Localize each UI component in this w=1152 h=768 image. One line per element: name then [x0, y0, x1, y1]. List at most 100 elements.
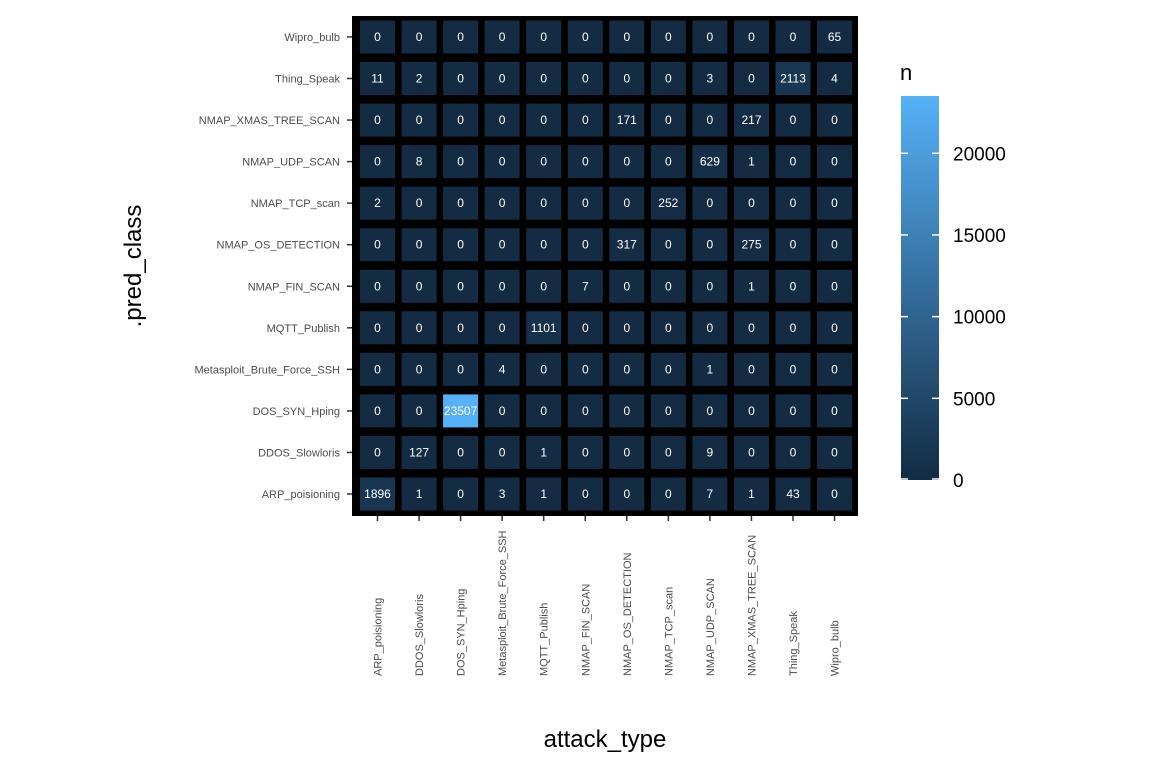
heatmap-cell [401, 435, 437, 469]
heatmap-cell [567, 394, 603, 428]
heatmap-cell [650, 145, 686, 179]
cell-value-label: 0 [748, 321, 755, 335]
heatmap-cell [401, 186, 437, 220]
heatmap-cell [526, 352, 562, 386]
y-tick-label: NMAP_UDP_SCAN [242, 157, 340, 169]
cell-value-label: 0 [707, 196, 714, 210]
heatmap-cell [775, 477, 811, 511]
cell-value-label: 0 [831, 238, 838, 252]
cell-value-label: 0 [499, 196, 506, 210]
cell-value-label: 0 [831, 321, 838, 335]
cell-value-label: 0 [748, 404, 755, 418]
x-tick-label: NMAP_UDP_SCAN [705, 578, 717, 676]
cell-value-label: 0 [790, 404, 797, 418]
cell-value-label: 0 [665, 362, 672, 376]
heatmap-cell [609, 311, 645, 345]
cell-value-label: 0 [374, 238, 381, 252]
heatmap-cell [817, 477, 852, 511]
heatmap-cell [775, 62, 811, 95]
y-tick-label: NMAP_XMAS_TREE_SCAN [199, 115, 340, 127]
heatmap-cell [360, 269, 395, 303]
cell-value-label: 0 [499, 30, 506, 44]
heatmap-cell [526, 435, 562, 469]
x-tick-label: DDOS_Slowloris [414, 594, 426, 676]
cell-value-label: 0 [416, 362, 423, 376]
heatmap-cell [567, 477, 603, 511]
cell-value-label: 0 [707, 321, 714, 335]
cell-value-label: 0 [831, 113, 838, 127]
legend-tick-label: 15000 [953, 226, 1006, 247]
heatmap-cell [360, 435, 395, 469]
legend-tick-label: 20000 [953, 144, 1006, 165]
cell-value-label: 0 [582, 445, 589, 459]
heatmap-cell [401, 103, 437, 137]
panel-background [352, 16, 858, 516]
y-tick-label: ARP_poisioning [262, 489, 340, 501]
cell-value-label: 1 [748, 487, 755, 501]
cell-value-label: 0 [665, 238, 672, 252]
heatmap-cell [692, 228, 728, 262]
heatmap-cell [650, 352, 686, 386]
cell-value-label: 217 [741, 113, 761, 127]
heatmap-cell [360, 352, 395, 386]
cell-value-label: 0 [623, 30, 630, 44]
heatmap-cell [567, 145, 603, 179]
cell-value-label: 0 [457, 72, 464, 86]
cell-value-label: 8 [416, 155, 423, 169]
heatmap-cell [484, 311, 520, 345]
cell-value-label: 0 [499, 238, 506, 252]
cell-value-label: 0 [416, 113, 423, 127]
heatmap-cell [401, 20, 437, 54]
heatmap-cell [609, 20, 645, 54]
cell-value-label: 0 [831, 279, 838, 293]
heatmap-cell [692, 186, 728, 220]
heatmap-cell [401, 394, 437, 428]
y-tick-label: Wipro_bulb [284, 32, 340, 44]
heatmap-cell [775, 145, 811, 179]
heatmap-cell [401, 228, 437, 262]
x-tick-label: NMAP_XMAS_TREE_SCAN [746, 535, 758, 676]
heatmap-cell [567, 269, 603, 303]
cell-value-label: 0 [457, 238, 464, 252]
y-tick-label: DOS_SYN_Hping [253, 406, 340, 418]
cell-value-label: 0 [707, 279, 714, 293]
heatmap-cell [526, 62, 562, 95]
heatmap-cell [650, 477, 686, 511]
cell-value-label: 1101 [531, 321, 557, 335]
heatmap-cell [817, 186, 852, 220]
cell-value-label: 0 [499, 72, 506, 86]
heatmap-cell [775, 269, 811, 303]
heatmap-cell [360, 145, 395, 179]
cell-value-label: 0 [665, 321, 672, 335]
cell-value-label: 0 [374, 279, 381, 293]
cell-value-label: 9 [707, 445, 714, 459]
heatmap-cell [360, 228, 395, 262]
cell-value-label: 0 [540, 30, 547, 44]
cell-value-label: 23507 [444, 404, 478, 418]
heatmap-cell [734, 62, 769, 95]
cell-value-label: 0 [582, 238, 589, 252]
heatmap-cell [734, 394, 769, 428]
cell-value-label: 0 [748, 30, 755, 44]
heatmap-cell [734, 477, 769, 511]
heatmap-cell [484, 20, 520, 54]
heatmap-cell [360, 394, 395, 428]
heatmap-cell [775, 20, 811, 54]
cell-value-label: 0 [374, 321, 381, 335]
heatmap-cell [484, 435, 520, 469]
heatmap-cell [360, 62, 395, 95]
heatmap-cell [609, 477, 645, 511]
y-tick-label: Thing_Speak [275, 74, 340, 86]
cell-value-label: 0 [457, 279, 464, 293]
heatmap-cell [692, 145, 728, 179]
cell-value-label: 0 [582, 72, 589, 86]
cell-value-label: 0 [457, 155, 464, 169]
cell-value-label: 2113 [780, 72, 806, 86]
heatmap-cell [360, 186, 395, 220]
x-tick-label: Wipro_bulb [830, 620, 842, 676]
cell-value-label: 0 [457, 196, 464, 210]
cell-value-label: 629 [700, 155, 720, 169]
cell-value-label: 0 [540, 113, 547, 127]
cell-value-label: 0 [374, 362, 381, 376]
y-tick-label: NMAP_TCP_scan [251, 198, 340, 210]
